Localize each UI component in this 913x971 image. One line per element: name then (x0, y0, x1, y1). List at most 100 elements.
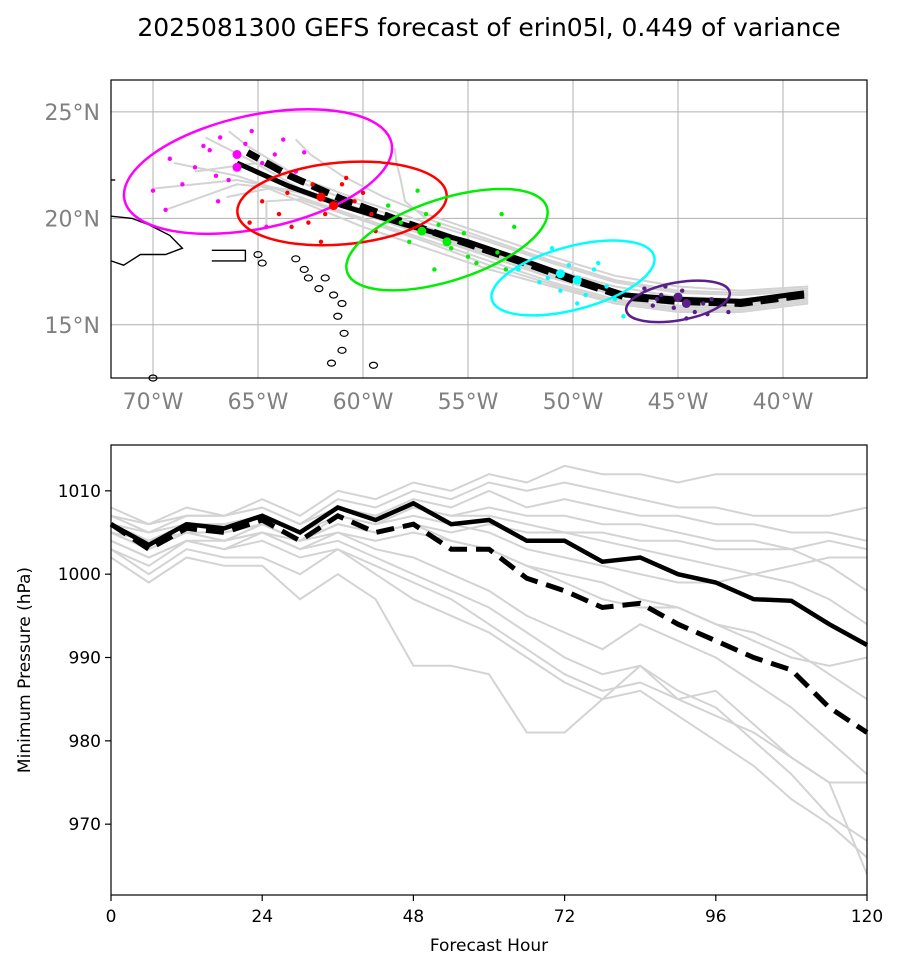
x-tick-label: 0 (106, 907, 117, 927)
member-position-dot (591, 267, 597, 272)
member-position-dot (201, 143, 206, 149)
map-tick-labels: 70°W 65°W 60°W 55°W 50°W 45°W 40°W 15°N 20°N 25°N (45, 101, 814, 415)
pressure-ensemble-line (110, 531, 868, 842)
member-position-dot (659, 292, 664, 298)
mean-position-dot (673, 292, 683, 302)
member-position-dot (281, 137, 286, 142)
member-position-dot (310, 182, 315, 187)
y-tick-label: 980 (69, 732, 101, 752)
island-outline (368, 361, 379, 369)
coastline (110, 215, 184, 266)
mean-position-dot (232, 150, 242, 159)
member-position-dot (167, 156, 172, 161)
member-position-dot (215, 199, 221, 204)
member-position-dot (474, 260, 479, 266)
mean-position-dot (329, 201, 339, 211)
member-position-dot (289, 224, 294, 230)
island-outline (291, 255, 301, 263)
island-outline (257, 259, 267, 267)
map-x-tick-label: 45°W (648, 390, 709, 415)
member-position-dot (339, 182, 345, 187)
pressure-mean-solid (109, 500, 869, 647)
ensemble-track (265, 198, 809, 311)
member-position-dot (575, 301, 580, 306)
pressure-ensemble-line (110, 514, 867, 584)
spread-ellipse (122, 107, 394, 236)
member-position-dot (545, 275, 550, 281)
member-position-dot (566, 262, 571, 268)
member-position-dot (558, 288, 563, 293)
map-x-tick-label: 40°W (753, 390, 814, 415)
map-y-tick-label: 25°N (45, 101, 100, 126)
pressure-mean-lines (109, 500, 869, 735)
member-position-dot (726, 309, 731, 315)
map-ellipses (122, 107, 732, 324)
map-x-tick-label: 55°W (438, 390, 499, 415)
mean-position-dot (417, 226, 427, 236)
island-outline (303, 274, 313, 282)
island-outline (314, 285, 324, 293)
member-position-dot (503, 267, 508, 272)
track-map-panel: 70°W 65°W 60°W 55°W 50°W 45°W 40°W 15°N 20°N 25°N (45, 79, 868, 415)
member-position-dot (207, 148, 212, 153)
ensemble-track (227, 130, 809, 297)
spread-ellipse (624, 279, 732, 324)
x-tick-label: 120 (851, 907, 883, 927)
y-tick-label: 970 (69, 815, 101, 835)
mean-track-dashed (245, 149, 805, 308)
member-position-dot (449, 245, 454, 251)
member-position-dot (512, 224, 517, 230)
member-position-dot (709, 297, 714, 302)
member-position-dot (213, 173, 219, 178)
mean-position-dot (442, 237, 452, 247)
island-outline (329, 291, 339, 299)
member-position-dot (386, 203, 391, 208)
member-position-dot (285, 190, 290, 196)
member-position-dot (369, 211, 374, 217)
x-tick-label: 96 (705, 907, 727, 927)
member-position-dot (692, 309, 697, 315)
member-position-dot (407, 239, 412, 244)
map-grid (111, 80, 867, 378)
map-x-tick-label: 70°W (123, 390, 184, 415)
member-position-dot (461, 231, 466, 236)
island-outline (333, 312, 343, 320)
member-position-dot (596, 260, 601, 266)
member-position-dot (260, 199, 265, 204)
member-position-dot (344, 175, 349, 181)
member-position-dot (302, 150, 307, 155)
map-x-tick-label: 50°W (543, 390, 604, 415)
member-position-dot (465, 254, 471, 259)
member-position-dot (423, 211, 429, 217)
island-outline (253, 250, 263, 259)
member-position-dot (306, 220, 311, 225)
map-frame (110, 79, 868, 379)
member-position-dot (192, 165, 198, 170)
member-position-dot (671, 305, 676, 310)
pressure-ensemble-line (110, 506, 868, 551)
member-position-dot (226, 177, 231, 183)
map-x-tick-label: 60°W (333, 390, 394, 415)
member-position-dot (272, 152, 277, 157)
member-position-dot (654, 297, 660, 302)
member-position-dot (163, 207, 168, 213)
pressure-ensemble-line (110, 523, 868, 775)
mean-position-dot (681, 299, 691, 308)
island-outline (337, 299, 347, 308)
island-outline (299, 265, 309, 274)
x-axis-label: Forecast Hour (430, 936, 548, 956)
member-position-dot (398, 220, 403, 225)
y-tick-label: 1000 (58, 565, 101, 585)
mean-position-dot (232, 162, 242, 172)
pressure-panel: 0 24 48 72 96 120 970 980 990 1000 1010 Forecast H… (15, 444, 883, 956)
spread-ellipse (345, 187, 549, 292)
pressure-ensemble-line (110, 464, 867, 526)
member-position-dot (436, 222, 441, 227)
member-position-dot (432, 267, 437, 272)
pressure-ensemble-line (110, 548, 868, 875)
member-position-dot (352, 199, 357, 204)
x-tick-label: 48 (403, 907, 425, 927)
member-position-dot (260, 160, 265, 166)
island-outline (339, 329, 349, 337)
